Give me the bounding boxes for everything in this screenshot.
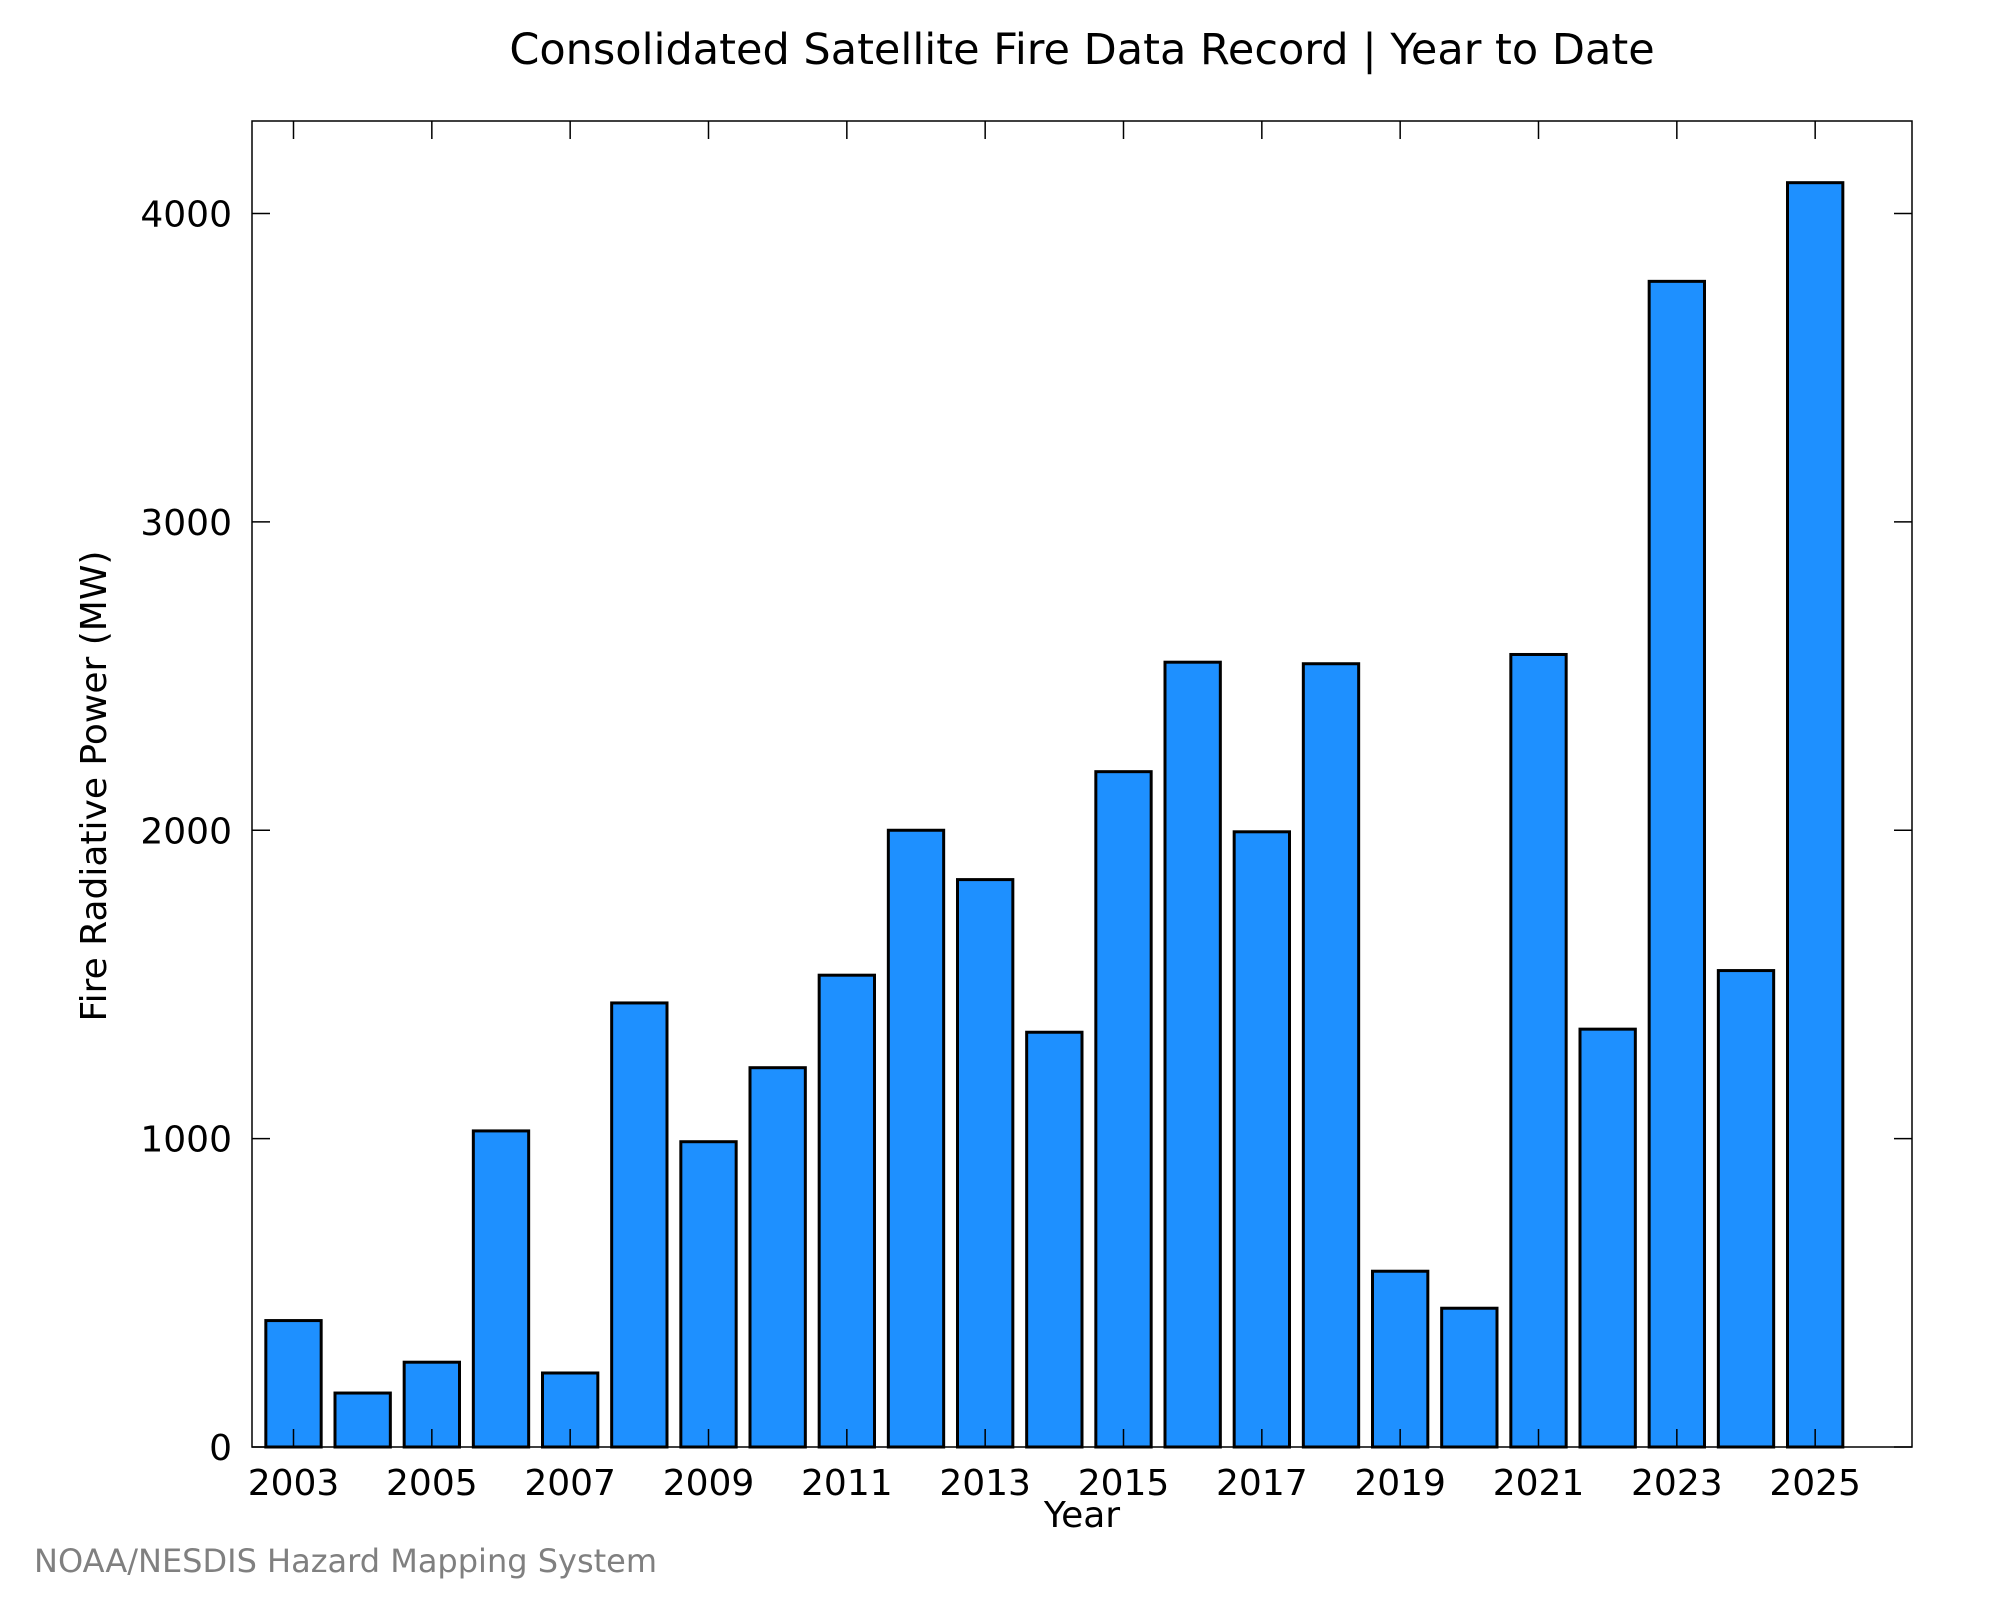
- bar-2015: [1094, 770, 1153, 1449]
- bar-2025: [1786, 181, 1845, 1449]
- y-tick-label-2000: 2000: [140, 811, 232, 852]
- x-tick-label-2007: 2007: [524, 1463, 616, 1504]
- bar-2016: [1163, 660, 1222, 1449]
- bar-2024: [1716, 969, 1776, 1449]
- x-tick-label-2019: 2019: [1354, 1463, 1446, 1504]
- y-tick-label-4000: 4000: [140, 195, 232, 236]
- bar-2010: [748, 1066, 807, 1449]
- bar-2022: [1578, 1027, 1637, 1449]
- x-tick-labels-group: 2003 2005 2007 2009 2011 2013 2015 2017 2019 2021…: [248, 1463, 1861, 1504]
- x-tick-label-2011: 2011: [801, 1463, 893, 1504]
- x-tick-label-2013: 2013: [939, 1463, 1031, 1504]
- bar-2006: [471, 1129, 531, 1449]
- x-tick-label-2005: 2005: [386, 1463, 478, 1504]
- bar-2003: [264, 1319, 323, 1449]
- x-tick-label-2023: 2023: [1631, 1463, 1723, 1504]
- bar-2019: [1371, 1269, 1430, 1449]
- chart-title: Consolidated Satellite Fire Data Record …: [509, 25, 1654, 75]
- bar-2008: [610, 1001, 669, 1449]
- bar-2018: [1301, 662, 1361, 1449]
- bar-2014: [1025, 1030, 1084, 1449]
- y-tick-label-3000: 3000: [140, 503, 232, 544]
- data-source-credit: NOAA/NESDIS Hazard Mapping System: [34, 1542, 657, 1580]
- plot-frame: [251, 120, 1913, 1448]
- axis-ticks-group: [252, 121, 1912, 1448]
- y-tick-label-0: 0: [209, 1428, 232, 1469]
- bar-2013: [956, 878, 1015, 1449]
- bar-2012: [886, 828, 946, 1449]
- bars-group: [264, 181, 1845, 1449]
- bar-2011: [817, 973, 877, 1449]
- y-tick-labels-group: 0 1000 2000 3000 4000: [140, 195, 232, 1469]
- x-tick-label-2021: 2021: [1493, 1463, 1585, 1504]
- bar-2017: [1232, 830, 1291, 1449]
- x-tick-label-2009: 2009: [663, 1463, 755, 1504]
- bar-2004: [333, 1391, 392, 1449]
- x-tick-label-2015: 2015: [1078, 1463, 1170, 1504]
- bar-2020: [1440, 1306, 1499, 1449]
- bar-2009: [679, 1140, 738, 1449]
- bar-2021: [1509, 652, 1568, 1449]
- x-tick-label-2017: 2017: [1216, 1463, 1308, 1504]
- x-tick-label-2025: 2025: [1769, 1463, 1861, 1504]
- bar-2023: [1647, 279, 1706, 1449]
- y-tick-label-1000: 1000: [140, 1120, 232, 1161]
- x-tick-label-2003: 2003: [248, 1463, 340, 1504]
- x-axis-label: Year: [1043, 1495, 1120, 1536]
- y-axis-label: Fire Radiative Power (MW): [74, 551, 115, 1022]
